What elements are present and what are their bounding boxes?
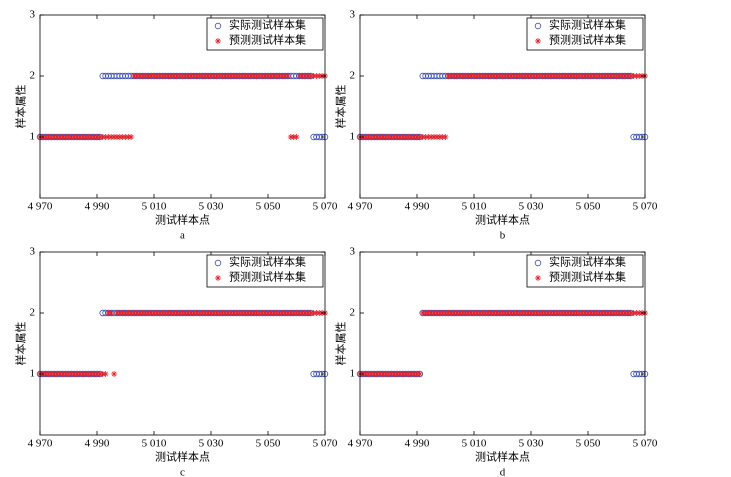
x-tick-label: 5 050 (256, 201, 281, 213)
x-tick-label: 5 030 (519, 201, 544, 213)
subplot: 4 970 4 990 5 010 5 030 5 050 5 070 1 2 3 测试样本点 b 样… (334, 9, 658, 242)
x-tick-label: 5 070 (633, 201, 658, 213)
y-axis-label: 样本属性 (334, 85, 348, 129)
x-tick-label: 5 030 (519, 438, 544, 450)
subplot: 4 970 4 990 5 010 5 030 5 050 5 070 1 2 3 测试样本点 c 样… (14, 246, 338, 477)
x-axis-label: 测试样本点 (155, 213, 210, 227)
legend-marker (534, 259, 542, 267)
legend-marker (535, 38, 541, 44)
y-axis-label: 样本属性 (14, 85, 28, 129)
x-tick-label: 4 970 (28, 201, 53, 213)
subplot: 4 970 4 990 5 010 5 030 5 050 5 070 1 2 3 测试样本点 d 样… (334, 246, 658, 477)
y-tick-label: 1 (30, 368, 36, 380)
legend-box (526, 17, 644, 51)
point (416, 371, 423, 377)
x-tick-label: 4 970 (28, 438, 53, 450)
legend-label: 实际测试样本集 (229, 18, 306, 32)
subplot: 4 970 4 990 5 010 5 030 5 050 5 070 1 2 3 测试样本点 a 样… (14, 9, 338, 242)
point (128, 134, 135, 140)
y-tick-label: 3 (350, 246, 356, 258)
legend-label: 预测测试样本集 (229, 270, 306, 284)
x-tick-label: 5 070 (633, 438, 658, 450)
y-tick-label: 2 (30, 307, 36, 319)
legend-box (206, 254, 324, 288)
y-tick-label: 1 (350, 368, 356, 380)
x-tick-label: 5 030 (199, 201, 224, 213)
x-tick-label: 5 010 (462, 438, 487, 450)
x-tick-label: 4 970 (348, 438, 373, 450)
x-tick-label: 5 050 (576, 438, 601, 450)
x-tick-label: 5 070 (313, 201, 338, 213)
legend-label: 实际测试样本集 (549, 18, 626, 32)
legend-marker (214, 22, 222, 30)
x-tick-label: 5 050 (576, 201, 601, 213)
caption: c (180, 467, 185, 477)
y-tick-label: 3 (30, 9, 36, 21)
legend-marker (215, 275, 221, 281)
axes-frame (39, 14, 326, 199)
x-tick-label: 5 030 (199, 438, 224, 450)
axes-frame (359, 14, 646, 199)
legend-box (206, 17, 324, 51)
x-tick-label: 4 990 (405, 438, 430, 450)
y-tick-label: 3 (30, 246, 36, 258)
y-tick-label: 2 (350, 307, 356, 319)
x-tick-label: 4 990 (405, 201, 430, 213)
point (108, 310, 115, 316)
y-tick-label: 2 (350, 70, 356, 82)
x-tick-label: 5 010 (142, 201, 167, 213)
legend-label: 预测测试样本集 (229, 33, 306, 47)
caption: b (500, 230, 506, 242)
x-axis-label: 测试样本点 (475, 450, 530, 464)
y-tick-label: 1 (30, 131, 36, 143)
y-axis-label: 样本属性 (334, 322, 348, 366)
axes-frame (359, 251, 646, 436)
legend-marker (215, 38, 221, 44)
x-tick-label: 5 010 (142, 438, 167, 450)
point (284, 73, 291, 79)
legend-box (526, 254, 644, 288)
x-tick-label: 5 050 (256, 438, 281, 450)
y-tick-label: 3 (350, 9, 356, 21)
legend-marker (214, 259, 222, 267)
y-tick-label: 1 (350, 131, 356, 143)
caption: a (180, 230, 185, 242)
legend-label: 实际测试样本集 (229, 255, 306, 269)
legend-marker (535, 275, 541, 281)
point (111, 371, 118, 377)
legend-label: 预测测试样本集 (549, 33, 626, 47)
point (293, 134, 300, 140)
caption: d (500, 467, 506, 477)
x-axis-label: 测试样本点 (155, 450, 210, 464)
x-tick-label: 4 990 (85, 201, 110, 213)
x-tick-label: 5 070 (313, 438, 338, 450)
y-tick-label: 2 (30, 70, 36, 82)
legend-label: 实际测试样本集 (549, 255, 626, 269)
legend-label: 预测测试样本集 (549, 270, 626, 284)
point (102, 371, 109, 377)
x-tick-label: 5 010 (462, 201, 487, 213)
x-tick-label: 4 970 (348, 201, 373, 213)
point (442, 134, 449, 140)
x-tick-label: 4 990 (85, 438, 110, 450)
y-axis-label: 样本属性 (14, 322, 28, 366)
axes-frame (39, 251, 326, 436)
legend-marker (534, 22, 542, 30)
x-axis-label: 测试样本点 (475, 213, 530, 227)
